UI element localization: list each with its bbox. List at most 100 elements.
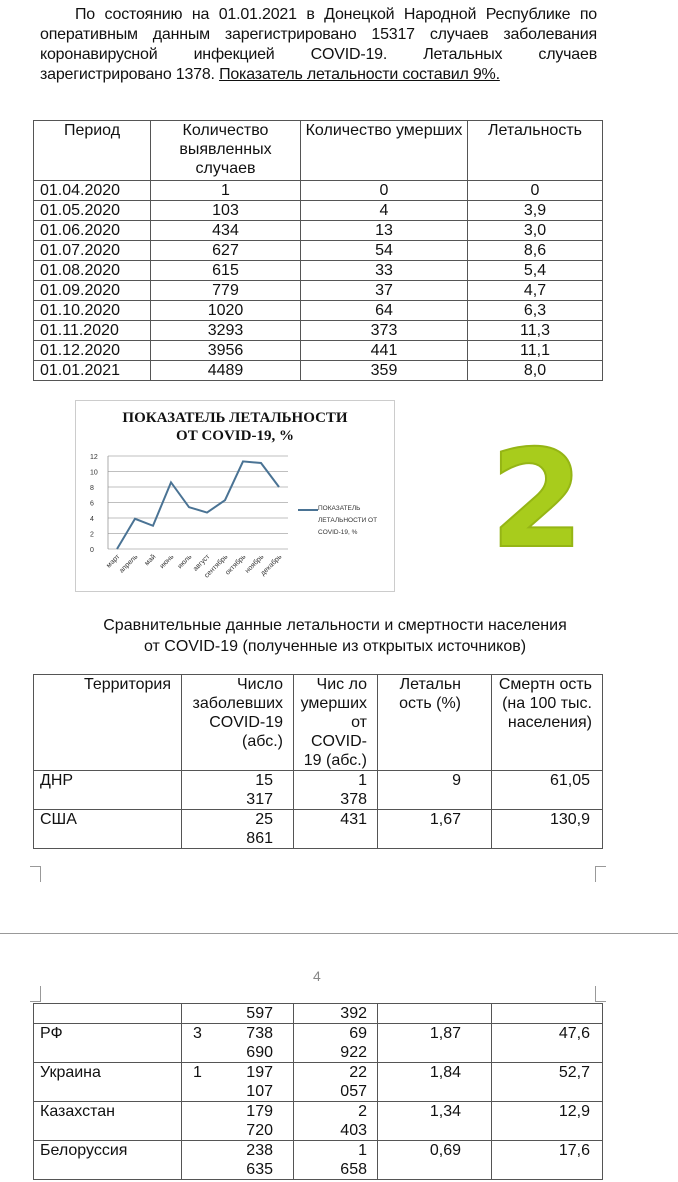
table-cell: 12,9 bbox=[491, 1101, 603, 1141]
table-cell: 47,6 bbox=[491, 1023, 603, 1063]
table-cell: 779 bbox=[150, 280, 301, 301]
table-cell: Белоруссия bbox=[33, 1140, 182, 1180]
table-cell: 11,1 bbox=[467, 340, 603, 361]
y-tick-label: 6 bbox=[90, 501, 94, 508]
table-cell: 6,3 bbox=[467, 300, 603, 321]
caption-line-2: от COVID-19 (полученные из открытых исто… bbox=[143, 638, 527, 655]
table-cell: Украина bbox=[33, 1062, 182, 1102]
header-cases: Количество выявленных случаев bbox=[150, 120, 301, 181]
table-cell: 1 197 107 bbox=[181, 1062, 294, 1102]
y-tick-label: 12 bbox=[90, 454, 98, 461]
table-cell: 33 bbox=[300, 260, 468, 281]
table-cell: 1 bbox=[150, 180, 301, 201]
table-cell: 392 bbox=[293, 1003, 378, 1024]
paragraph-underlined: Показатель летальности составил 9%. bbox=[219, 66, 500, 83]
legend-label: ПОКАЗАТЕЛЬ ЛЕТАЛЬНОСТИ ОТ COVID-19, % bbox=[318, 505, 378, 536]
table-cell: 4 bbox=[300, 200, 468, 221]
table-row: 01.04.2020 1 0 0 bbox=[33, 180, 603, 201]
table-row: 01.05.2020 103 4 3,9 bbox=[33, 200, 603, 221]
table-cell: 1 378 bbox=[293, 770, 378, 810]
page-corner-mark bbox=[30, 986, 41, 1002]
table-cell: 615 bbox=[150, 260, 301, 281]
header-period: Период bbox=[33, 120, 151, 181]
legend: ПОКАЗАТЕЛЬ ЛЕТАЛЬНОСТИ ОТ COVID-19, % bbox=[318, 505, 378, 536]
table-cell: 359 bbox=[300, 360, 468, 381]
table-cell: 130,9 bbox=[491, 809, 603, 849]
table-row: 01.01.2021 4489 359 8,0 bbox=[33, 360, 603, 381]
table-cell: 1,84 bbox=[377, 1062, 492, 1102]
table-row: 01.10.2020 1020 64 6,3 bbox=[33, 300, 603, 321]
table-cell: 54 bbox=[300, 240, 468, 261]
page-corner-mark bbox=[595, 866, 606, 882]
table-cell: 1,67 bbox=[377, 809, 492, 849]
table-row: 01.09.2020 779 37 4,7 bbox=[33, 280, 603, 301]
table-cell: 434 bbox=[150, 220, 301, 241]
chart-title: ПОКАЗАТЕЛЬ ЛЕТАЛЬНОСТИ ОТ COVID-19, % bbox=[122, 410, 348, 444]
y-tick-label: 10 bbox=[90, 470, 98, 477]
page-break bbox=[0, 933, 678, 934]
table-cell: 9 bbox=[377, 770, 492, 810]
table-cell: 61,05 bbox=[491, 770, 603, 810]
x-tick-label: октябрь bbox=[224, 553, 248, 577]
table-cell: 0 bbox=[300, 180, 468, 201]
table-row: 01.06.2020 434 13 3,0 bbox=[33, 220, 603, 241]
table-cell: 01.07.2020 bbox=[33, 240, 151, 261]
table-cell: 373 bbox=[300, 320, 468, 341]
intro-paragraph: По состоянию на 01.01.2021 в Донецкой На… bbox=[40, 5, 597, 85]
table-cell: 01.04.2020 bbox=[33, 180, 151, 201]
table-cell: 4489 bbox=[150, 360, 301, 381]
table-cell: 01.06.2020 bbox=[33, 220, 151, 241]
table-cell: 01.09.2020 bbox=[33, 280, 151, 301]
table-cell: 01.05.2020 bbox=[33, 200, 151, 221]
table-cell: 01.12.2020 bbox=[33, 340, 151, 361]
table-row: Казахстан 179 720 2 403 1,34 12,9 bbox=[33, 1101, 603, 1141]
table-cell: 13 bbox=[300, 220, 468, 241]
table-cell: РФ bbox=[33, 1023, 182, 1063]
table-cell bbox=[491, 1003, 603, 1024]
table-row: 01.11.2020 3293 373 11,3 bbox=[33, 320, 603, 341]
table-cell: 103 bbox=[150, 200, 301, 221]
table-row: 01.08.2020 615 33 5,4 bbox=[33, 260, 603, 281]
table-cell: 01.01.2021 bbox=[33, 360, 151, 381]
table-cell: ДНР bbox=[33, 770, 182, 810]
table-cell: 37 bbox=[300, 280, 468, 301]
header-lethality: Летальность bbox=[467, 120, 603, 181]
table-cell: 69 922 bbox=[293, 1023, 378, 1063]
table-cell: 01.08.2020 bbox=[33, 260, 151, 281]
number-two-graphic: 2 bbox=[489, 421, 585, 578]
table-cell: 11,3 bbox=[467, 320, 603, 341]
table-row: 597 392 bbox=[33, 1003, 603, 1024]
table-cell: 3293 bbox=[150, 320, 301, 341]
caption-line-1: Сравнительные данные летальности и смерт… bbox=[103, 617, 567, 634]
table-cell bbox=[377, 1003, 492, 1024]
table-row: ДНР 15 317 1 378 9 61,05 bbox=[33, 770, 603, 810]
table-cell: 52,7 bbox=[491, 1062, 603, 1102]
table-cell: 15 317 bbox=[181, 770, 294, 810]
x-tick-label: март bbox=[105, 553, 122, 570]
x-tick-label: июнь bbox=[159, 553, 176, 570]
table-cell: 0,69 bbox=[377, 1140, 492, 1180]
page-number: 4 bbox=[313, 968, 321, 984]
comparison-table-continued: 597 392 РФ 3 738 690 69 922 1,87 47,6 Украина 1 … bbox=[33, 1003, 603, 1180]
table-cell: 1,87 bbox=[377, 1023, 492, 1063]
table-row: Украина 1 197 107 22 057 1,84 52,7 bbox=[33, 1062, 603, 1102]
table-row: 01.12.2020 3956 441 11,1 bbox=[33, 340, 603, 361]
table-cell: 01.10.2020 bbox=[33, 300, 151, 321]
y-tick-label: 0 bbox=[90, 547, 94, 554]
table-cell: 1 658 bbox=[293, 1140, 378, 1180]
table-cell: 17,6 bbox=[491, 1140, 603, 1180]
table-cell: 597 bbox=[181, 1003, 294, 1024]
table-cell: 5,4 bbox=[467, 260, 603, 281]
page-corner-mark bbox=[595, 986, 606, 1002]
table-cell: 8,0 bbox=[467, 360, 603, 381]
y-tick-label: 2 bbox=[90, 532, 94, 539]
y-tick-label: 8 bbox=[90, 485, 94, 492]
table-cell: Казахстан bbox=[33, 1101, 182, 1141]
table-cell: 179 720 bbox=[181, 1101, 294, 1141]
header-cases: Число заболевших COVID-19 (абс.) bbox=[181, 674, 294, 771]
x-tick-label: апрель bbox=[118, 553, 139, 574]
series-line bbox=[116, 460, 280, 550]
table-cell: 238 635 bbox=[181, 1140, 294, 1180]
table-cell: 22 057 bbox=[293, 1062, 378, 1102]
table-row: 01.07.2020 627 54 8,6 bbox=[33, 240, 603, 261]
